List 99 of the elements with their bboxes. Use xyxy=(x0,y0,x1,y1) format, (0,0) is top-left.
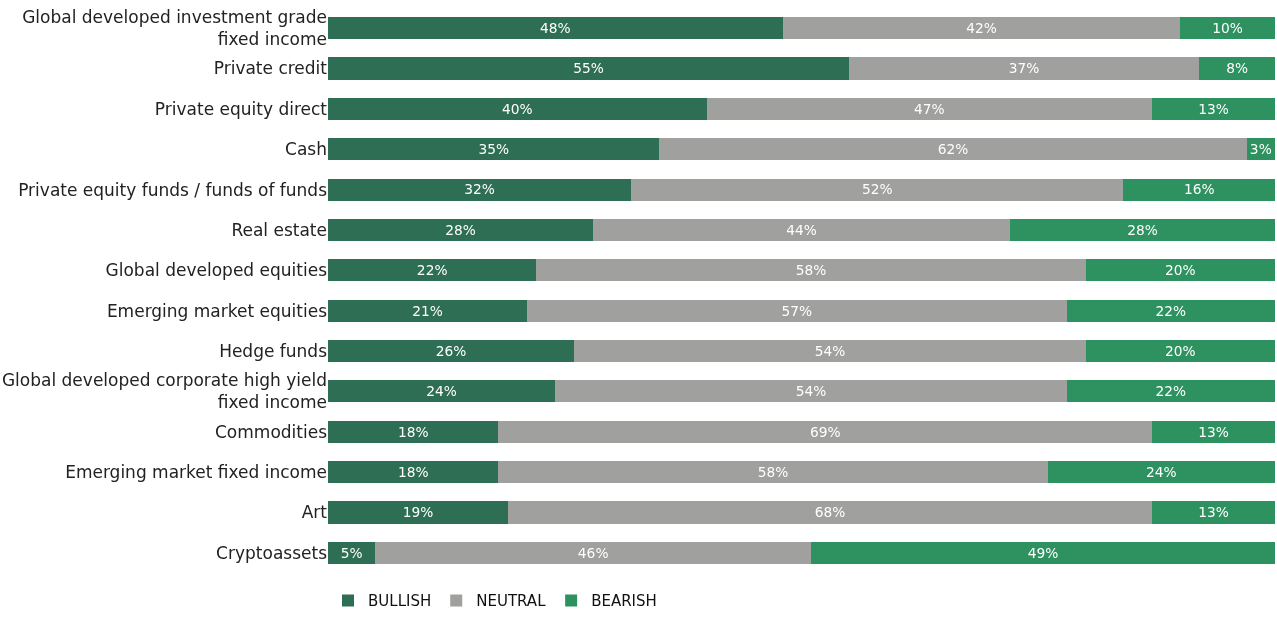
data-label: 54% xyxy=(795,383,827,400)
legend-label: BEARISH xyxy=(591,592,657,611)
data-label: 5% xyxy=(340,544,363,561)
legend-label: NEUTRAL xyxy=(476,592,547,611)
bar xyxy=(328,461,499,484)
bar xyxy=(328,259,537,282)
bar xyxy=(1066,299,1275,322)
bar xyxy=(328,178,632,201)
data-label: 18% xyxy=(397,463,429,480)
bar xyxy=(1151,97,1275,120)
data-label: 20% xyxy=(1165,342,1196,359)
data-label: 54% xyxy=(814,342,846,359)
y-tick-label: Cash xyxy=(285,139,327,160)
bar xyxy=(659,138,1247,161)
data-label: 24% xyxy=(1146,463,1177,480)
bar xyxy=(328,501,508,524)
data-label: 18% xyxy=(397,423,429,440)
bar xyxy=(328,299,527,322)
data-label: 57% xyxy=(781,302,813,319)
data-label: 48% xyxy=(539,20,571,37)
bar xyxy=(1009,218,1275,242)
bar xyxy=(555,380,1067,403)
data-label: 62% xyxy=(937,141,969,158)
bar xyxy=(1199,57,1275,80)
data-label: 13% xyxy=(1198,100,1229,117)
data-label: 35% xyxy=(478,141,510,158)
bar xyxy=(328,57,849,80)
data-label: 22% xyxy=(416,262,448,279)
data-label: 52% xyxy=(861,181,893,198)
data-label: 28% xyxy=(1127,221,1158,238)
data-label: 44% xyxy=(786,221,817,238)
y-tick-label: Hedge funds xyxy=(219,340,328,361)
bar xyxy=(574,339,1086,363)
bar xyxy=(631,178,1124,201)
bar xyxy=(1085,259,1275,282)
y-tick-label: Global developed equities xyxy=(105,260,328,281)
data-label: 3% xyxy=(1249,141,1272,158)
data-label: 55% xyxy=(573,60,604,77)
data-label: 19% xyxy=(402,504,434,521)
data-label: 16% xyxy=(1183,181,1215,198)
y-tick-label: Emerging market fixed income xyxy=(65,462,327,483)
data-label: 42% xyxy=(966,20,997,37)
bar xyxy=(810,541,1275,564)
data-label: 58% xyxy=(757,463,789,480)
data-label: 68% xyxy=(814,504,846,521)
y-tick-label: Real estate xyxy=(231,219,327,240)
legend-label: BULLISH xyxy=(368,592,432,611)
bar xyxy=(1151,420,1275,443)
bar xyxy=(1123,178,1275,201)
y-tick-label: Art xyxy=(301,502,328,523)
bar xyxy=(507,501,1152,524)
data-label: 26% xyxy=(435,342,467,359)
data-label: 69% xyxy=(809,423,841,440)
bar xyxy=(1047,461,1275,484)
y-tick-label: Global developed corporate high yield fixed income xyxy=(1,370,327,413)
data-label: 37% xyxy=(1008,60,1040,77)
data-label: 46% xyxy=(577,544,609,561)
data-label: 32% xyxy=(464,181,495,198)
data-label: 24% xyxy=(426,383,457,400)
bar xyxy=(328,97,707,120)
bar xyxy=(1085,339,1275,363)
data-label: 58% xyxy=(795,262,827,279)
bar xyxy=(328,420,499,443)
y-tick-label: Cryptoassets xyxy=(216,542,328,563)
data-label: 13% xyxy=(1198,504,1229,521)
bar xyxy=(1151,501,1275,524)
bar xyxy=(328,339,575,363)
data-label: 40% xyxy=(502,100,533,117)
bar xyxy=(328,138,660,161)
data-label: 8% xyxy=(1226,60,1249,77)
data-label: 13% xyxy=(1198,423,1229,440)
bar xyxy=(328,380,556,403)
bar xyxy=(526,299,1067,322)
y-tick-label: Emerging market equities xyxy=(106,300,328,321)
data-label: 28% xyxy=(445,221,476,238)
y-tick-label: Commodities xyxy=(214,421,328,442)
data-label: 22% xyxy=(1155,302,1187,319)
bar xyxy=(1180,17,1275,40)
bar xyxy=(536,259,1086,282)
data-label: 10% xyxy=(1212,20,1243,37)
bar xyxy=(375,541,811,564)
data-label: 47% xyxy=(914,100,945,117)
bar xyxy=(498,420,1152,443)
bar xyxy=(328,218,594,242)
data-label: 21% xyxy=(412,302,443,319)
bar xyxy=(706,97,1152,120)
y-tick-label: Private equity funds / funds of funds xyxy=(18,179,328,200)
bar xyxy=(1066,380,1275,403)
y-tick-label: Global developed investment grade fixed income xyxy=(22,7,327,50)
bar xyxy=(593,218,1010,242)
bar xyxy=(782,17,1181,40)
bar xyxy=(848,57,1200,80)
y-tick-label: Private credit xyxy=(213,58,328,79)
data-label: 49% xyxy=(1027,544,1059,561)
data-label: 20% xyxy=(1165,262,1196,279)
bar xyxy=(328,17,783,40)
bar xyxy=(498,461,1048,484)
data-label: 22% xyxy=(1155,383,1187,400)
y-tick-label: Private equity direct xyxy=(154,98,328,119)
